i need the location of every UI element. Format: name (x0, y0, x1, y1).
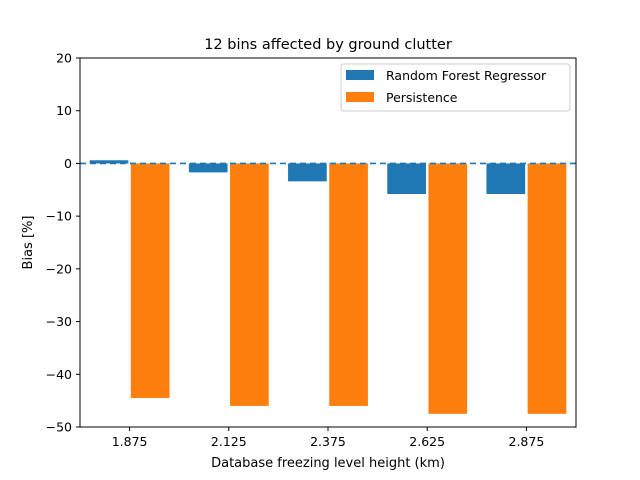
y-axis-ticks: 20 10 0 −10 −20 −30 −40 −50 (46, 51, 80, 435)
bar-persistence-3 (428, 163, 468, 414)
y-tick-label: 10 (56, 103, 72, 118)
x-tick-label: 2.875 (509, 434, 545, 449)
y-tick-label: 0 (64, 156, 72, 171)
y-tick-label: −20 (46, 261, 72, 276)
bar-persistence-1 (230, 163, 269, 406)
legend-box (340, 63, 571, 112)
legend-label-persistence: Persistence (386, 90, 458, 105)
legend-label-random-forest: Random Forest Regressor (386, 68, 547, 83)
y-tick-label: −30 (46, 314, 72, 329)
bar-random-forest-3 (387, 163, 426, 195)
bar-persistence-2 (329, 163, 368, 406)
legend: Random Forest Regressor Persistence (340, 63, 571, 112)
chart-title: 12 bins affected by ground clutter (204, 37, 452, 53)
y-tick-label: 20 (56, 51, 72, 66)
x-axis-ticks: 1.875 2.125 2.375 2.625 2.875 (112, 427, 545, 449)
x-tick-label: 2.625 (409, 434, 445, 449)
bar-random-forest-1 (188, 163, 228, 173)
y-tick-label: −40 (46, 367, 72, 382)
y-tick-label: −10 (46, 209, 72, 224)
legend-swatch-persistence (346, 92, 374, 102)
y-tick-label: −50 (46, 420, 72, 435)
bar-random-forest-4 (486, 163, 526, 195)
x-tick-label: 1.875 (112, 434, 148, 449)
y-axis-label: Bias [%] (21, 216, 36, 270)
legend-swatch-random-forest (346, 70, 374, 80)
x-tick-label: 2.375 (310, 434, 346, 449)
bars-group (89, 160, 567, 414)
x-axis-label: Database freezing level height (km) (211, 456, 445, 471)
bar-persistence-4 (527, 163, 567, 414)
bar-random-forest-2 (288, 163, 327, 182)
bar-persistence-0 (130, 163, 170, 399)
bar-random-forest-0 (89, 160, 129, 164)
x-tick-label: 2.125 (211, 434, 247, 449)
